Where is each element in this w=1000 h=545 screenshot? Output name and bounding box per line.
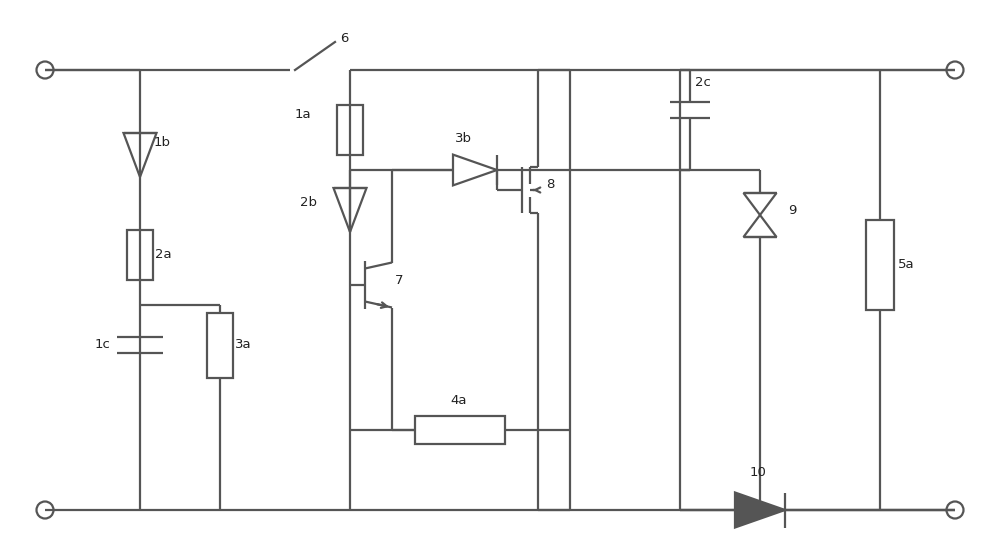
- Text: 2c: 2c: [695, 76, 711, 88]
- Text: 1a: 1a: [295, 108, 312, 122]
- Text: 7: 7: [395, 274, 404, 287]
- Bar: [415, 416, 505, 444]
- Text: 3b: 3b: [455, 131, 472, 144]
- Text: 10: 10: [750, 465, 767, 479]
- Text: 1b: 1b: [154, 136, 171, 149]
- Text: 2a: 2a: [155, 249, 172, 262]
- Polygon shape: [735, 493, 785, 528]
- Bar: [866, 220, 894, 310]
- Text: 5a: 5a: [898, 258, 915, 271]
- Text: 9: 9: [788, 203, 796, 216]
- Text: 1c: 1c: [95, 338, 111, 352]
- Text: 6: 6: [340, 32, 348, 45]
- Text: 4a: 4a: [450, 393, 466, 407]
- Bar: [207, 312, 233, 378]
- Text: 2b: 2b: [300, 196, 317, 209]
- Text: 8: 8: [546, 179, 554, 191]
- Bar: [337, 105, 363, 155]
- Text: 3a: 3a: [235, 338, 252, 352]
- Bar: [127, 230, 153, 280]
